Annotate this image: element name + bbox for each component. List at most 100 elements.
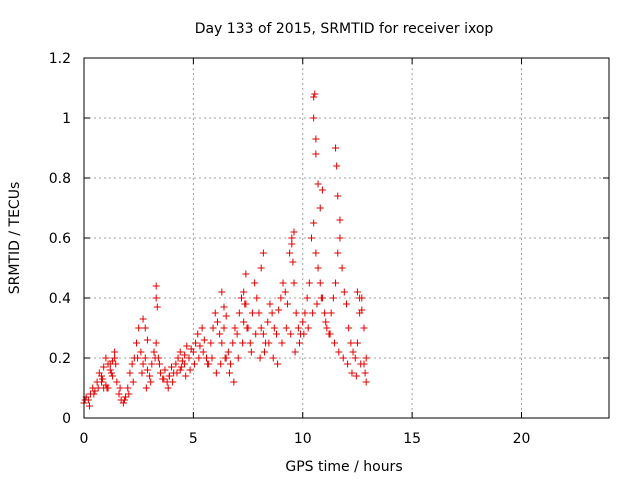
data-point (90, 390, 98, 398)
data-point (268, 309, 276, 317)
data-point (332, 144, 340, 152)
data-point (208, 354, 216, 362)
data-point (252, 330, 260, 338)
data-point (216, 330, 224, 338)
y-tick-label: 0 (62, 411, 71, 427)
data-point (314, 264, 322, 272)
data-point (264, 318, 272, 326)
data-point (251, 279, 259, 287)
data-point (343, 300, 350, 308)
data-point (339, 354, 347, 362)
data-point (181, 351, 189, 359)
data-point (313, 300, 321, 308)
x-tick-label: 20 (513, 431, 531, 447)
data-point (106, 360, 114, 368)
data-point (207, 339, 215, 347)
data-point (106, 366, 114, 374)
data-point (316, 279, 324, 287)
data-point (299, 318, 307, 326)
data-point (153, 303, 161, 311)
data-point (141, 354, 149, 362)
data-point (314, 180, 322, 188)
data-point (290, 228, 298, 236)
data-point (303, 294, 311, 302)
data-point (139, 360, 147, 368)
data-point (126, 369, 134, 377)
data-point (283, 300, 291, 308)
y-tick-label: 1 (62, 111, 71, 127)
data-point (209, 324, 217, 332)
data-point (288, 234, 296, 242)
data-point (124, 384, 132, 392)
data-point (142, 384, 150, 392)
data-point (238, 294, 245, 302)
data-point (174, 354, 182, 362)
data-point (146, 372, 154, 380)
data-point (312, 135, 320, 143)
data-point (169, 378, 177, 386)
data-point (241, 300, 249, 308)
data-point (266, 300, 274, 308)
data-point (157, 369, 165, 377)
data-point (120, 396, 128, 404)
data-point (333, 162, 341, 170)
data-point (98, 372, 105, 380)
data-point (351, 354, 359, 362)
data-point (128, 360, 136, 368)
data-point (348, 369, 356, 377)
data-point (183, 342, 191, 350)
data-point (176, 348, 184, 356)
data-point (213, 318, 221, 326)
data-point (260, 348, 268, 356)
data-point (152, 339, 160, 347)
chart-title: Day 133 of 2015, SRMTID for receiver ixo… (195, 21, 494, 37)
data-point (102, 354, 110, 362)
data-point (279, 279, 287, 287)
data-point (168, 363, 175, 371)
data-point (332, 279, 340, 287)
data-point (143, 336, 151, 344)
data-point (151, 354, 159, 362)
data-point (135, 324, 143, 332)
data-point (224, 348, 232, 356)
data-point (362, 378, 370, 386)
data-point (312, 150, 320, 158)
x-tick-label: 10 (294, 431, 312, 447)
data-point (194, 330, 202, 338)
data-point (362, 354, 370, 362)
x-tick-label: 5 (189, 431, 198, 447)
data-point (287, 330, 295, 338)
data-point (220, 324, 228, 332)
data-point (200, 336, 208, 344)
data-point (160, 375, 168, 383)
data-point (233, 330, 241, 338)
data-point (353, 339, 361, 347)
data-point (291, 348, 299, 356)
data-point (360, 324, 368, 332)
data-point (125, 390, 133, 398)
data-point (115, 390, 123, 398)
data-point (165, 372, 173, 380)
data-point (218, 339, 226, 347)
data-point (189, 348, 197, 356)
data-point (310, 219, 318, 227)
y-tick-label: 0.6 (49, 231, 71, 247)
data-point (143, 366, 151, 374)
data-point (240, 288, 248, 296)
data-point (347, 339, 355, 347)
data-point (218, 288, 226, 296)
data-point (277, 294, 285, 302)
data-point (239, 339, 247, 347)
data-point (138, 369, 146, 377)
data-point (150, 348, 158, 356)
data-point (259, 330, 267, 338)
data-point (288, 240, 296, 248)
data-point (137, 348, 145, 356)
data-point (269, 354, 277, 362)
y-tick-label: 0.2 (49, 351, 71, 367)
data-point (281, 288, 289, 296)
data-point (240, 318, 248, 326)
x-tick-label: 15 (403, 431, 421, 447)
data-point (273, 330, 280, 338)
data-point (265, 339, 273, 347)
